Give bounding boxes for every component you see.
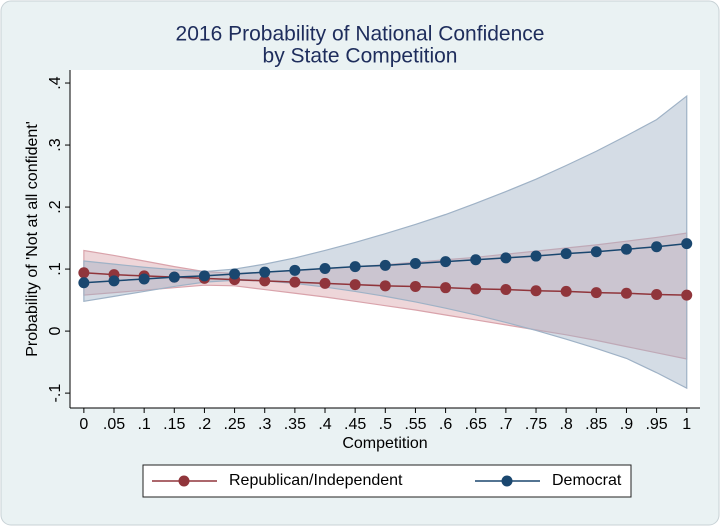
plot: -.1 0 .1 .2 .3 .4 0 .05 .1 .15 .2 .25 .3 .35 .4 .45 .5 .5… bbox=[47, 70, 700, 433]
y-axis-title: Probability of 'Not at all confident' bbox=[24, 121, 41, 357]
point bbox=[620, 287, 632, 299]
x-tick-label: .35 bbox=[284, 416, 306, 433]
y-tick-label: .2 bbox=[47, 200, 64, 213]
y-tick-label: .4 bbox=[47, 76, 64, 89]
point bbox=[138, 273, 150, 285]
x-tick-label: .15 bbox=[163, 416, 185, 433]
point bbox=[590, 246, 602, 258]
legend bbox=[142, 464, 632, 498]
point bbox=[229, 268, 241, 280]
x-tick-label: .4 bbox=[318, 416, 331, 433]
point bbox=[470, 254, 482, 266]
plot-area bbox=[70, 70, 700, 408]
point bbox=[349, 261, 361, 273]
x-tick-label: .8 bbox=[559, 416, 572, 433]
x-tick-label: .05 bbox=[103, 416, 125, 433]
point bbox=[560, 285, 572, 297]
y-tick-label: -.1 bbox=[47, 384, 64, 403]
x-tick-label: 1 bbox=[682, 416, 691, 433]
point bbox=[289, 276, 301, 288]
point bbox=[530, 250, 542, 262]
x-tick-label: .85 bbox=[585, 416, 607, 433]
x-tick-label: .7 bbox=[499, 416, 512, 433]
point bbox=[470, 283, 482, 295]
point bbox=[168, 271, 180, 283]
point bbox=[681, 238, 693, 250]
point bbox=[500, 252, 512, 264]
x-tick-label: .3 bbox=[258, 416, 271, 433]
point bbox=[530, 285, 542, 297]
legend-marker bbox=[501, 475, 513, 487]
point bbox=[681, 289, 693, 301]
point bbox=[319, 262, 331, 274]
x-tick-label: .9 bbox=[620, 416, 633, 433]
y-tick-label: 0 bbox=[47, 327, 64, 336]
legend-marker bbox=[178, 475, 190, 487]
x-axis-title: Competition bbox=[342, 435, 427, 452]
point bbox=[108, 275, 120, 287]
legend-items: Republican/Independent Democrat bbox=[152, 472, 622, 489]
point bbox=[440, 256, 452, 268]
x-tick-label: .65 bbox=[465, 416, 487, 433]
point bbox=[349, 279, 361, 291]
point bbox=[198, 270, 210, 282]
chart-title: 2016 Probability of National Confidence bbox=[176, 23, 545, 46]
y-tick-label: .3 bbox=[47, 138, 64, 151]
x-tick-label: 0 bbox=[79, 416, 88, 433]
point bbox=[500, 284, 512, 296]
x-tick-label: .55 bbox=[404, 416, 426, 433]
point bbox=[78, 277, 90, 289]
point bbox=[651, 241, 663, 253]
point bbox=[289, 264, 301, 276]
x-tick-label: .5 bbox=[379, 416, 392, 433]
point bbox=[440, 282, 452, 294]
point bbox=[259, 275, 271, 287]
x-tick-label: .95 bbox=[645, 416, 667, 433]
x-tick-label: .45 bbox=[344, 416, 366, 433]
point bbox=[319, 277, 331, 289]
legend-label: Republican/Independent bbox=[229, 472, 403, 489]
point bbox=[78, 267, 90, 279]
legend-label: Democrat bbox=[552, 472, 622, 489]
y-tick-label: .1 bbox=[47, 262, 64, 275]
x-tick-label: .1 bbox=[137, 416, 150, 433]
x-tick-label: .75 bbox=[525, 416, 547, 433]
point bbox=[560, 248, 572, 260]
point bbox=[379, 259, 391, 271]
point bbox=[379, 280, 391, 292]
point bbox=[651, 289, 663, 301]
chart-title: by State Competition bbox=[263, 45, 458, 68]
point bbox=[409, 257, 421, 269]
x-tick-label: .6 bbox=[439, 416, 452, 433]
point bbox=[590, 287, 602, 299]
point bbox=[620, 243, 632, 255]
point bbox=[409, 280, 421, 292]
point bbox=[259, 266, 271, 278]
x-tick-label: .2 bbox=[198, 416, 211, 433]
x-tick-label: .25 bbox=[223, 416, 245, 433]
